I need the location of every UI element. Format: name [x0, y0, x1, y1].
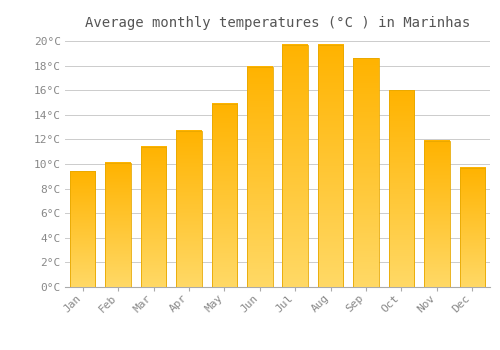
Bar — [141, 147, 167, 287]
Bar — [318, 45, 344, 287]
Bar — [388, 90, 414, 287]
Bar — [247, 67, 272, 287]
Bar — [460, 168, 485, 287]
Bar — [424, 141, 450, 287]
Bar — [354, 58, 379, 287]
Title: Average monthly temperatures (°C ) in Marinhas: Average monthly temperatures (°C ) in Ma… — [85, 16, 470, 30]
Bar — [176, 131, 202, 287]
Bar — [282, 45, 308, 287]
Bar — [70, 172, 96, 287]
Bar — [212, 104, 237, 287]
Bar — [106, 163, 131, 287]
